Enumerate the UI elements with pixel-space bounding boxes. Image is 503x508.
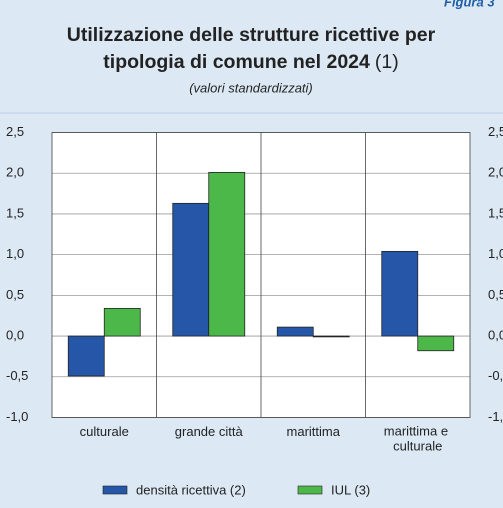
y2-tick-label: -1,0 — [488, 409, 503, 424]
figure-label: Figura 3 — [444, 0, 495, 9]
bar — [381, 250, 419, 337]
chart-title: Utilizzazione delle strutture ricettive … — [67, 24, 436, 46]
y-tick-label: 0,5 — [6, 287, 24, 302]
y-tick-label: 1,5 — [6, 205, 24, 220]
x-tick-label: grande città — [175, 424, 244, 439]
bar — [417, 335, 455, 352]
chart-title-note: (1) — [375, 51, 399, 73]
y-tick-label: -0,5 — [6, 368, 28, 383]
legend-swatch — [297, 485, 323, 495]
legend-swatch — [102, 485, 128, 495]
legend-label: IUL (3) — [331, 482, 370, 497]
y2-tick-label: 1,0 — [488, 246, 503, 261]
legend-label: densità ricettiva (2) — [136, 482, 246, 497]
bar — [208, 171, 246, 337]
chart-subtitle: (valori standardizzati) — [189, 80, 313, 95]
bar — [312, 335, 350, 338]
bar — [67, 335, 105, 377]
plot-frame — [51, 132, 471, 418]
x-tick-label-line: marittima e — [384, 424, 452, 439]
y-tick-label: 0,0 — [6, 328, 24, 343]
bar — [276, 326, 314, 337]
y2-tick-label: 2,5 — [488, 124, 503, 139]
x-tick-label: marittima — [287, 424, 341, 439]
y-tick-label: 1,0 — [6, 246, 24, 261]
y2-tick-label: 0,0 — [488, 328, 503, 343]
bar — [103, 307, 141, 337]
x-tick-label: marittima e culturale — [384, 424, 452, 454]
y2-tick-label: 0,5 — [488, 287, 503, 302]
x-tick-label: culturale — [80, 424, 129, 439]
chart-title: tipologia di comune nel 2024 (1) — [103, 51, 398, 73]
y2-tick-label: 2,0 — [488, 165, 503, 180]
y-tick-label: -1,0 — [6, 409, 28, 424]
x-tick-label-line: culturale — [393, 439, 442, 454]
y2-tick-label: 1,5 — [488, 205, 503, 220]
bar — [172, 202, 210, 337]
y-tick-label: 2,5 — [6, 124, 24, 139]
y-tick-label: 2,0 — [6, 165, 24, 180]
y2-tick-label: -0,5 — [488, 368, 503, 383]
chart-title-line: tipologia di comune nel 2024 — [103, 51, 370, 73]
